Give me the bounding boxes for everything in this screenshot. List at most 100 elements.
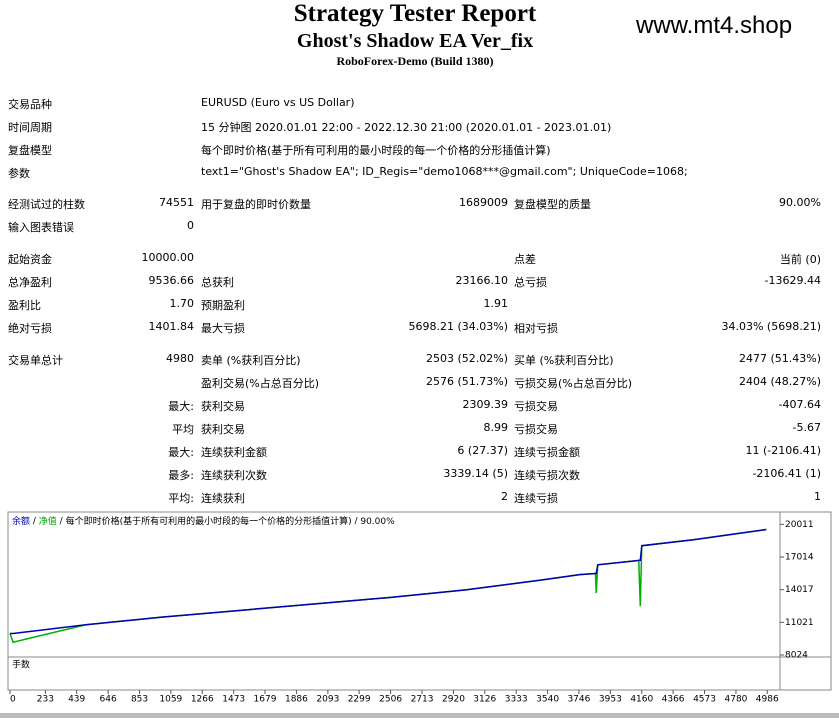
stat-value: -2106.41 (1) [752,467,821,480]
stat-label: 买单 (%获利百分比) [514,354,614,367]
series-line [10,528,767,635]
stat-value: 2503 (52.02%) [425,352,508,365]
x-tick-label: 1266 [191,695,214,705]
x-tick-label: 2093 [316,695,339,705]
x-tick-label: 1886 [285,695,308,705]
stat-label: 最大亏损 [201,322,245,335]
stat-value: 平均: [168,492,194,505]
stat-value: 23166.10 [455,274,509,287]
y-tick-label: 20011 [785,520,814,530]
legend-equity: 净值 [39,515,57,527]
stat-value: 1 [814,490,821,503]
stat-value: -13629.44 [764,274,821,287]
info-label: 参数 [8,167,30,180]
stat-value: 3339.14 (5) [443,467,508,480]
stat-label: 连续获利金额 [201,446,267,459]
stat-value: 1401.84 [148,320,195,333]
stat-value: 2576 (51.73%) [425,375,508,388]
stat-value: 2309.39 [462,398,509,411]
stat-value: 8.99 [483,421,509,434]
info-value: EURUSD (Euro vs US Dollar) [201,96,355,109]
stat-label: 总净盈利 [8,276,52,289]
server: RoboForex-Demo (Build 1380) [336,54,494,68]
stat-value: 最大: [168,446,194,459]
lots-title: 手数 [12,659,30,671]
info-value: 15 分钟图 2020.01.01 22:00 - 2022.12.30 21:… [201,121,612,134]
info-value: 每个即时价格(基于所有可利用的最小时段的每一个价格的分形插值计算) [201,144,551,157]
stat-value: 0 [187,219,194,232]
stat-label: 总亏损 [514,276,547,289]
stat-value: 1.70 [169,297,195,310]
x-tick-label: 3746 [567,695,590,705]
stat-label: 预期盈利 [201,299,245,312]
x-tick-label: 439 [68,695,85,705]
x-tick-label: 4986 [756,695,779,705]
stat-label: 起始资金 [8,253,52,266]
stat-value: 6 (27.37) [457,444,508,457]
stat-label: 点差 [514,253,536,266]
footer-bar [0,713,839,718]
x-tick-label: 853 [131,695,148,705]
x-tick-label: 3333 [505,695,528,705]
stat-label: 亏损交易 [514,400,558,413]
stat-value: -5.67 [792,421,821,434]
x-tick-label: 4160 [630,695,653,705]
x-tick-label: 4780 [725,695,748,705]
stat-label: 用于复盘的即时价数量 [201,198,311,211]
stat-value: 5698.21 (34.03%) [408,320,508,333]
x-tick-label: 1473 [222,695,245,705]
y-tick-label: 17014 [785,552,814,562]
legend-balance: 余额 [12,515,30,527]
stat-value: 2 [501,490,508,503]
x-tick-label: 4573 [693,695,716,705]
stat-label: 连续获利次数 [201,469,267,482]
x-tick-label: 4366 [662,695,685,705]
stat-value: 74551 [159,196,194,209]
stat-value: 2477 (51.43%) [738,352,821,365]
stat-label: 盈利交易(%占总百分比) [201,377,320,390]
chart-subtitle: 每个即时价格(基于所有可利用的最小时段的每一个价格的分形插值计算) [66,515,352,527]
x-tick-label: 2299 [348,695,371,705]
watermark: www.mt4.shop [636,12,793,39]
x-tick-label: 233 [37,695,54,705]
stat-label: 输入图表错误 [8,221,74,234]
stat-value: 平均 [172,423,194,436]
stat-label: 相对亏损 [514,322,558,335]
chart-legend: 余额 / 净值 / 每个即时价格(基于所有可利用的最小时段的每一个价格的分形插值… [12,515,395,527]
series-line [9,528,767,644]
report-subtitle: Ghost's Shadow EA Ver_fix [296,30,534,52]
stat-value: -407.64 [778,398,821,411]
stat-value: 最多: [168,469,194,482]
stat-label: 亏损交易 [514,423,558,436]
stat-value: 90.00% [779,196,821,209]
y-tick-label: 8024 [785,651,808,661]
stat-label: 亏损交易(%占总百分比) [514,377,633,390]
x-tick-label: 0 [10,695,16,705]
stat-label: 获利交易 [201,423,245,436]
stat-label: 连续亏损金额 [514,446,580,459]
stat-label: 连续获利 [201,492,245,505]
x-tick-label: 2713 [411,695,434,705]
stat-value: 2404 (48.27%) [738,375,821,388]
x-tick-label: 2920 [442,695,465,705]
stat-label: 盈利比 [8,299,41,312]
x-tick-label: 3126 [473,695,496,705]
stat-value: 9536.66 [148,274,195,287]
stat-value: 4980 [166,352,194,365]
x-tick-label: 646 [100,695,117,705]
y-tick-label: 11021 [785,618,814,628]
stat-label: 卖单 (%获利百分比) [201,354,301,367]
chart-frame [7,511,832,691]
info-label: 交易品种 [8,98,52,111]
stat-value: 11 (-2106.41) [745,444,821,457]
stat-value: 1.91 [483,297,509,310]
info-label: 复盘模型 [8,144,52,157]
stat-value: 34.03% (5698.21) [721,320,821,333]
x-tick-label: 3540 [536,695,559,705]
stat-value: 1689009 [459,196,508,209]
info-value: text1="Ghost's Shadow EA"; ID_Regis="dem… [201,165,688,178]
stat-value: 10000.00 [141,251,195,264]
stat-label: 连续亏损 [514,492,558,505]
